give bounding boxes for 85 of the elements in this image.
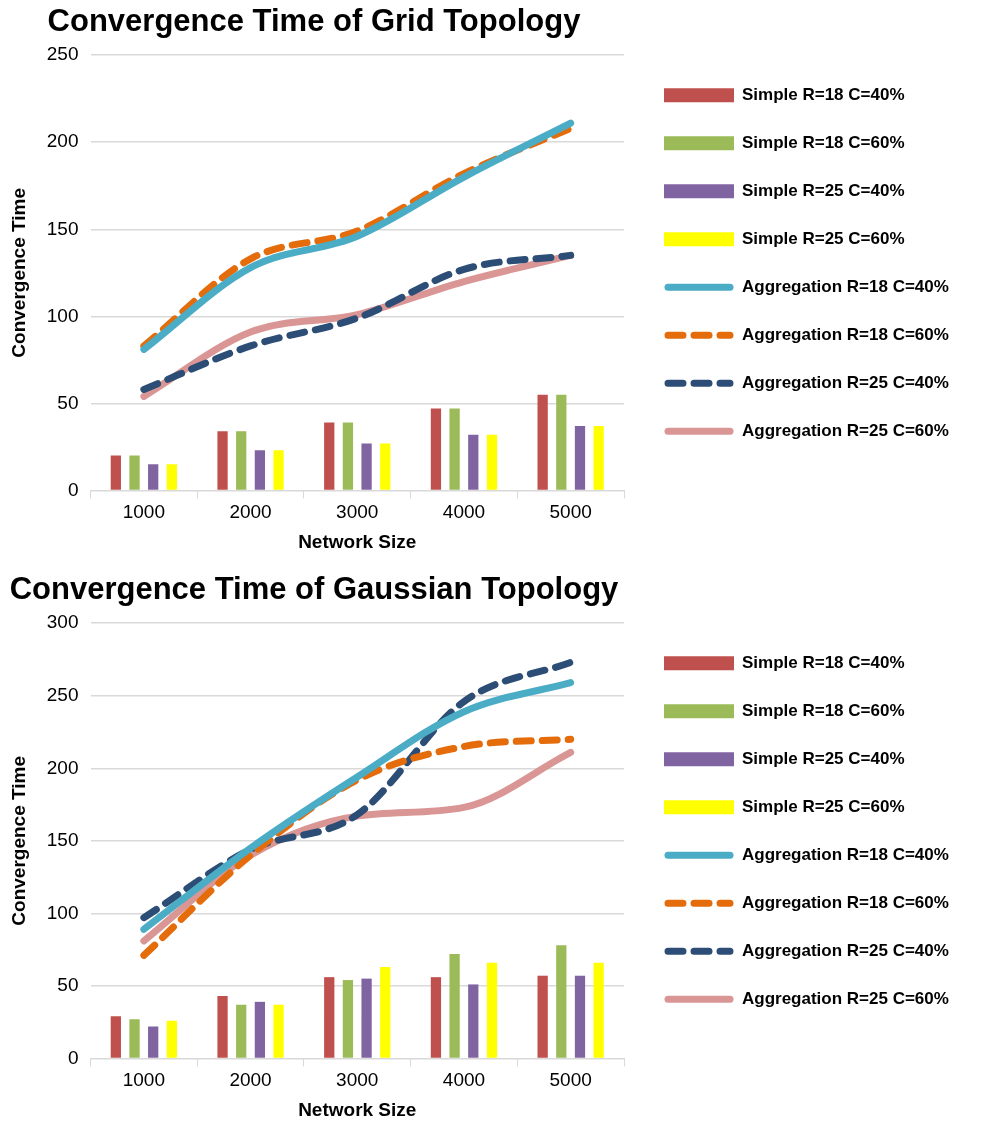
- y-tick-label: 150: [46, 829, 79, 851]
- legend-label: Simple R=18 C=40%: [742, 652, 905, 672]
- bar: [342, 422, 354, 490]
- legend-label: Aggregation R=25 C=60%: [742, 988, 949, 1008]
- bar: [449, 408, 460, 490]
- bar: [254, 450, 266, 490]
- x-tick-label: 3000: [336, 1069, 379, 1091]
- chart-title: Convergence Time of Gaussian Topology: [9, 571, 620, 607]
- x-tick-label: 1000: [122, 1069, 165, 1091]
- legend-label: Aggregation R=18 C=60%: [742, 324, 949, 344]
- y-tick-label: 250: [46, 43, 79, 65]
- bar: [324, 977, 335, 1058]
- bar: [537, 394, 548, 490]
- bar: [556, 945, 567, 1058]
- legend-label: Simple R=25 C=40%: [742, 180, 905, 200]
- bar: [324, 422, 335, 490]
- bar: [468, 984, 479, 1058]
- x-tick-label: 4000: [442, 501, 486, 523]
- y-tick-label: 0: [67, 478, 79, 500]
- bar: [486, 434, 498, 490]
- bar: [254, 1001, 266, 1058]
- bar: [236, 431, 247, 490]
- bar: [129, 1019, 140, 1058]
- bar: [361, 978, 372, 1058]
- bar: [430, 977, 442, 1058]
- bar: [217, 996, 228, 1058]
- legend-label: Aggregation R=18 C=40%: [742, 276, 949, 296]
- y-tick-label: 100: [46, 304, 79, 326]
- bar: [449, 953, 460, 1058]
- x-tick-label: 4000: [442, 1069, 486, 1091]
- bar: [148, 1026, 159, 1058]
- bar: [574, 425, 586, 490]
- y-tick-label: 200: [46, 756, 79, 778]
- y-axis-title: Convergence Time: [7, 755, 29, 926]
- bar: [361, 443, 372, 490]
- x-tick-label: 5000: [549, 1069, 592, 1091]
- bar: [110, 1016, 121, 1058]
- bar: [273, 1004, 284, 1058]
- bar: [273, 450, 284, 490]
- x-tick-label: 2000: [229, 1069, 272, 1091]
- bar: [430, 408, 442, 490]
- x-tick-label: 3000: [336, 501, 379, 523]
- x-axis-title: Network Size: [298, 1098, 417, 1120]
- legend-label: Aggregation R=25 C=40%: [742, 372, 949, 392]
- bar: [110, 455, 121, 490]
- bar: [380, 443, 391, 490]
- bar: [129, 455, 140, 490]
- bar: [574, 975, 586, 1058]
- bar: [148, 464, 159, 490]
- legend-label: Simple R=25 C=60%: [742, 228, 905, 248]
- bar: [342, 980, 354, 1058]
- y-tick-label: 150: [46, 217, 79, 239]
- x-tick-label: 2000: [229, 501, 272, 523]
- bar: [468, 434, 479, 490]
- y-tick-label: 100: [46, 901, 79, 923]
- legend-label: Simple R=18 C=60%: [742, 700, 905, 720]
- bar: [166, 464, 177, 490]
- chart-title: Convergence Time of Grid Topology: [47, 3, 582, 39]
- legend-label: Aggregation R=25 C=60%: [742, 420, 949, 440]
- y-tick-label: 0: [67, 1046, 79, 1068]
- y-axis-title: Convergence Time: [7, 187, 29, 358]
- x-tick-label: 5000: [549, 501, 592, 523]
- y-tick-label: 300: [46, 611, 79, 633]
- x-tick-label: 1000: [122, 501, 165, 523]
- legend-label: Simple R=25 C=60%: [742, 796, 905, 816]
- legend-label: Simple R=18 C=60%: [742, 132, 905, 152]
- legend-label: Aggregation R=18 C=60%: [742, 892, 949, 912]
- bar: [556, 394, 567, 490]
- bar: [537, 975, 548, 1058]
- legend-label: Aggregation R=18 C=40%: [742, 844, 949, 864]
- legend-label: Aggregation R=25 C=40%: [742, 940, 949, 960]
- bar: [236, 1004, 247, 1058]
- x-axis-title: Network Size: [298, 530, 417, 552]
- legend-label: Simple R=25 C=40%: [742, 748, 905, 768]
- legend-label: Simple R=18 C=40%: [742, 84, 905, 104]
- bar: [217, 431, 228, 490]
- y-tick-label: 200: [46, 130, 79, 152]
- y-tick-label: 50: [57, 974, 79, 996]
- y-tick-label: 250: [46, 683, 79, 705]
- bar: [593, 962, 604, 1058]
- bar: [593, 425, 604, 490]
- bar: [166, 1020, 177, 1058]
- bar: [380, 967, 391, 1058]
- y-tick-label: 50: [57, 391, 79, 413]
- bar: [486, 962, 498, 1058]
